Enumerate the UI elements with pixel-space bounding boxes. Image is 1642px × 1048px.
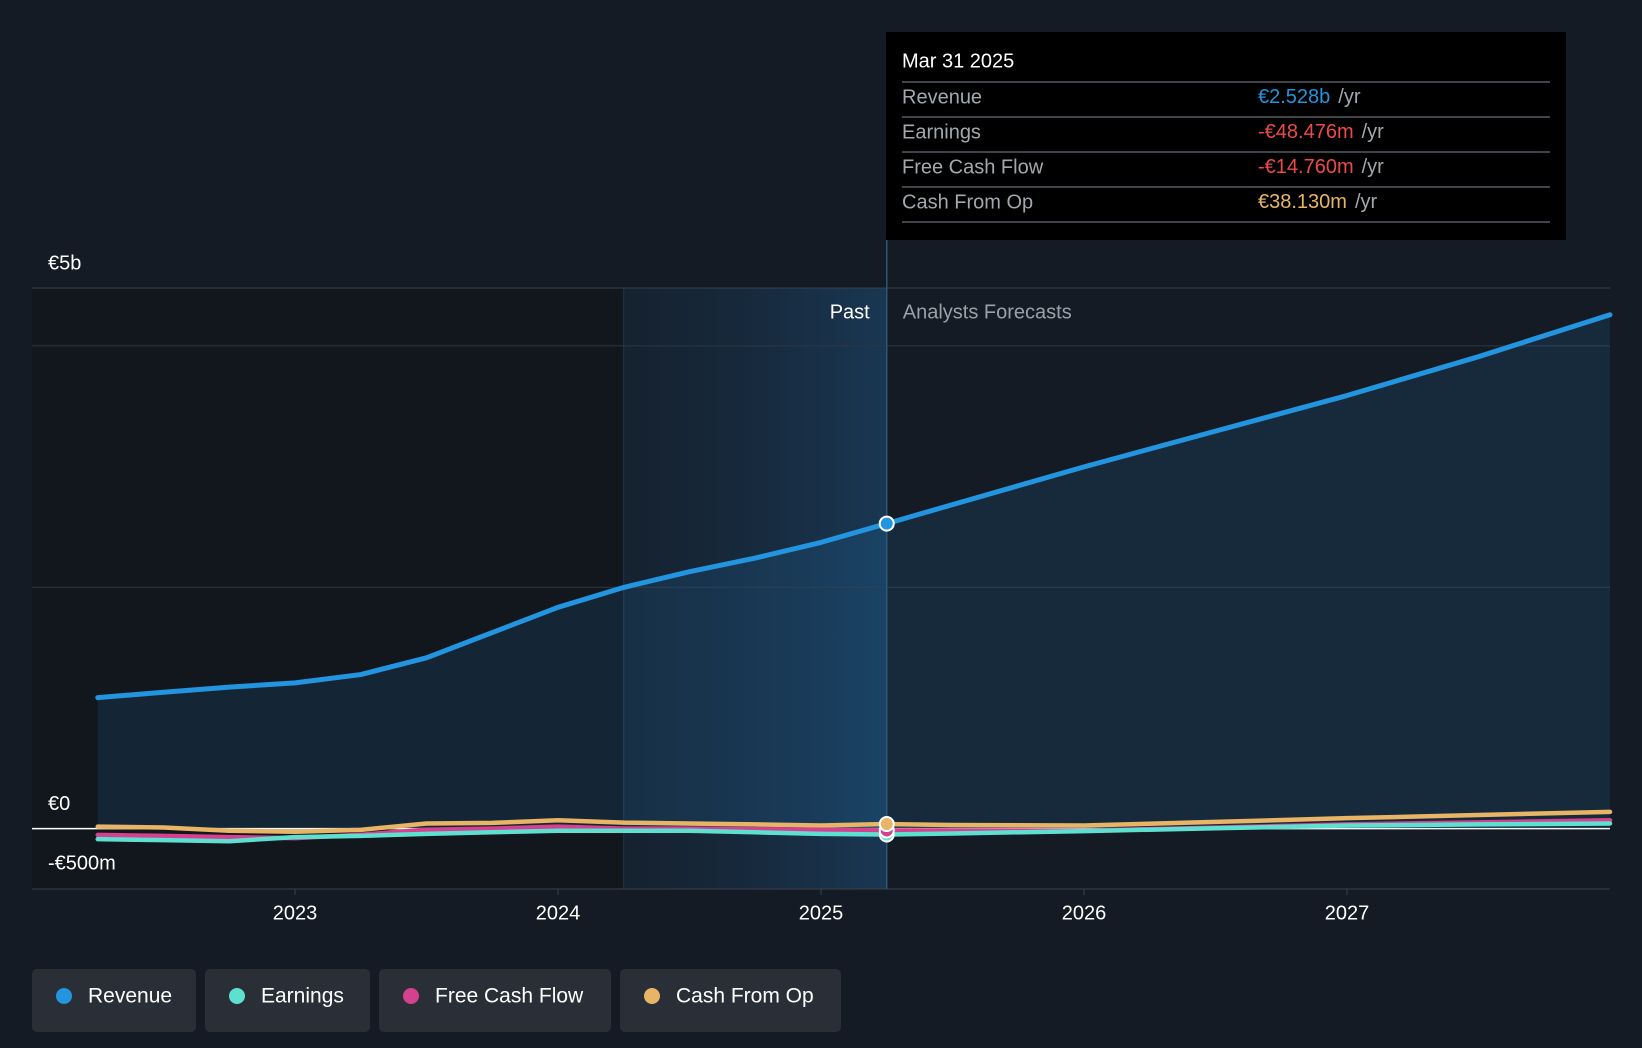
y-tick-label: €0 [48, 793, 70, 815]
legend-label: Earnings [261, 985, 344, 1008]
tooltip-name: Free Cash Flow [902, 156, 1044, 178]
tooltip-value: €2.528b/yr [1258, 86, 1361, 108]
legend-swatch [644, 988, 660, 1004]
tooltip-value: €38.130m/yr [1258, 191, 1378, 213]
highlight-point [878, 515, 895, 532]
legend-button [32, 969, 196, 1032]
highlight-point [878, 816, 895, 833]
legend-label: Cash From Op [676, 985, 814, 1008]
revenue-area [97, 314, 1610, 829]
legend-item[interactable]: Revenue [32, 969, 196, 1032]
forecast-label: Analysts Forecasts [903, 301, 1072, 323]
legend-item[interactable]: Earnings [205, 969, 370, 1032]
tooltip-suffix: /yr [1362, 121, 1385, 143]
past-label: Past [830, 301, 870, 323]
tooltip-name: Earnings [902, 121, 981, 143]
series-line [95, 809, 1613, 835]
series-line [95, 312, 1613, 701]
tooltip-value: -€14.760m/yr [1258, 156, 1384, 178]
history-background [32, 288, 624, 889]
x-tick-label: 2024 [536, 902, 581, 924]
legend-button [205, 969, 370, 1032]
legend-item[interactable]: Free Cash Flow [379, 969, 611, 1032]
tooltip-title: Mar 31 2025 [902, 50, 1014, 72]
tooltip-box [886, 32, 1566, 240]
legend-button [620, 969, 841, 1032]
y-tick-label: -€500m [48, 852, 116, 874]
tooltip-name: Revenue [902, 86, 982, 108]
series-line [95, 821, 1613, 844]
legend-swatch [56, 988, 72, 1004]
legend-label: Free Cash Flow [435, 985, 584, 1008]
x-tick-label: 2025 [799, 902, 844, 924]
legend-swatch [403, 988, 419, 1004]
tooltip-suffix: /yr [1362, 156, 1385, 178]
past-region [623, 288, 887, 889]
tooltip-value-text: -€14.760m [1258, 156, 1354, 178]
legend-button [379, 969, 611, 1032]
legend-item[interactable]: Cash From Op [620, 969, 841, 1032]
tooltip-value-text: -€48.476m [1258, 121, 1354, 143]
tooltip-suffix: /yr [1355, 191, 1378, 213]
y-max-label: €5b [48, 252, 81, 274]
tooltip-value-text: €2.528b [1258, 86, 1330, 108]
x-tick-label: 2027 [1325, 902, 1370, 924]
legend-swatch [229, 988, 245, 1004]
tooltip-name: Cash From Op [902, 191, 1033, 213]
tooltip-value: -€48.476m/yr [1258, 121, 1384, 143]
tooltip-value-text: €38.130m [1258, 191, 1347, 213]
legend-label: Revenue [88, 985, 172, 1008]
tooltip: Mar 31 2025 Revenue €2.528b/yr Earnings -€48… [886, 32, 1566, 240]
x-tick-label: 2026 [1062, 902, 1107, 924]
tooltip-suffix: /yr [1338, 86, 1361, 108]
x-tick-label: 2023 [273, 902, 318, 924]
